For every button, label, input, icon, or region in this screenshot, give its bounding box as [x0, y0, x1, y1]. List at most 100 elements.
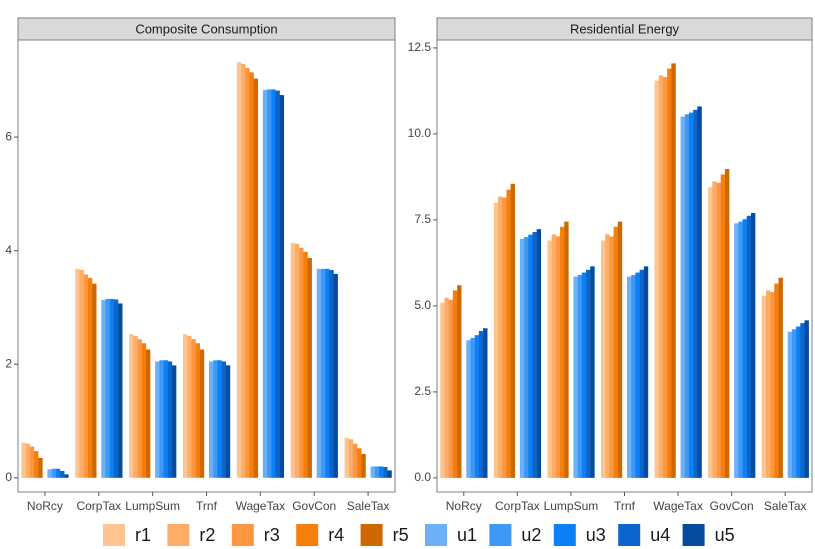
legend-label: r4 [328, 525, 344, 545]
bar [60, 470, 65, 478]
bar [299, 247, 304, 478]
bar [586, 269, 591, 478]
bar [444, 297, 449, 478]
bar [609, 236, 614, 478]
bar [720, 174, 726, 478]
y-tick-label: 10.0 [408, 126, 432, 140]
bar [92, 283, 97, 478]
bar [47, 469, 52, 478]
bar [639, 269, 644, 478]
bar [374, 466, 380, 478]
bar [577, 274, 583, 478]
bar [217, 360, 222, 478]
bar [325, 268, 330, 478]
bar-series [448, 77, 775, 478]
bar [547, 240, 552, 478]
bar [249, 72, 254, 478]
bar [590, 266, 595, 478]
bar-series [483, 106, 809, 478]
bar-series [29, 67, 358, 478]
x-tick-label: WageTax [236, 499, 286, 513]
x-tick-label: LumpSum [125, 499, 180, 513]
legend-label: r1 [135, 525, 151, 545]
bar [34, 451, 39, 478]
legend-label: u1 [457, 525, 477, 545]
bar [75, 268, 80, 478]
legend-label: r2 [199, 525, 215, 545]
bar [137, 339, 142, 478]
y-tick-label: 7.5 [414, 212, 431, 226]
bar [791, 329, 797, 478]
bar [680, 116, 685, 478]
bar [524, 237, 529, 478]
bar [532, 231, 537, 478]
bar [510, 183, 516, 478]
legend-label: u4 [650, 525, 670, 545]
bar [294, 243, 300, 478]
bar [654, 80, 659, 478]
bar-series [457, 63, 783, 478]
bar [275, 90, 280, 478]
bar [253, 78, 259, 478]
bar [141, 343, 147, 478]
bar [307, 258, 312, 478]
bar [262, 89, 268, 478]
x-tick-label: SaleTax [347, 499, 390, 513]
bar [159, 360, 164, 478]
x-tick-label: NoRcy [446, 499, 482, 513]
y-tick-label: 4 [5, 243, 12, 257]
bar [635, 272, 640, 478]
y-tick-label: 0 [5, 470, 12, 484]
legend-label: u5 [715, 525, 735, 545]
bar [378, 466, 384, 478]
legend-swatch [618, 524, 641, 546]
bar [448, 299, 454, 478]
bar [734, 223, 739, 478]
bar-series [38, 78, 366, 478]
bar [684, 114, 690, 478]
bar [101, 300, 106, 478]
bar [750, 213, 756, 478]
bar-series [440, 80, 767, 478]
bar [279, 95, 285, 478]
bar [118, 303, 123, 478]
bar [236, 62, 242, 478]
bar [452, 290, 458, 478]
bar-series [444, 75, 771, 478]
bar [352, 443, 358, 478]
legend-label: u2 [521, 525, 541, 545]
bar [506, 189, 511, 478]
bar [605, 234, 610, 478]
bar [774, 283, 779, 478]
bar [693, 109, 698, 478]
bar [361, 453, 366, 478]
legend-swatch [682, 524, 705, 546]
bar [344, 438, 349, 478]
bar-series [60, 90, 388, 478]
bar [29, 446, 35, 478]
bar [245, 67, 250, 478]
bar [474, 335, 480, 478]
bar [271, 89, 276, 478]
bar [631, 274, 636, 478]
bar [87, 277, 93, 478]
bar [171, 365, 177, 478]
bar [383, 467, 388, 478]
bar [38, 457, 43, 478]
bar [573, 276, 578, 478]
bar [519, 238, 525, 478]
bar [724, 168, 730, 478]
bar [746, 215, 752, 478]
bar [221, 361, 226, 478]
bar [195, 343, 200, 478]
bar [560, 226, 565, 478]
x-tick-label: Trnf [196, 499, 218, 513]
bar [528, 234, 533, 478]
bar [357, 448, 362, 478]
bar [129, 334, 134, 478]
legend-swatch [103, 524, 125, 546]
bar [667, 68, 672, 478]
bar [155, 361, 160, 478]
bar [564, 221, 569, 478]
bar [697, 106, 702, 478]
